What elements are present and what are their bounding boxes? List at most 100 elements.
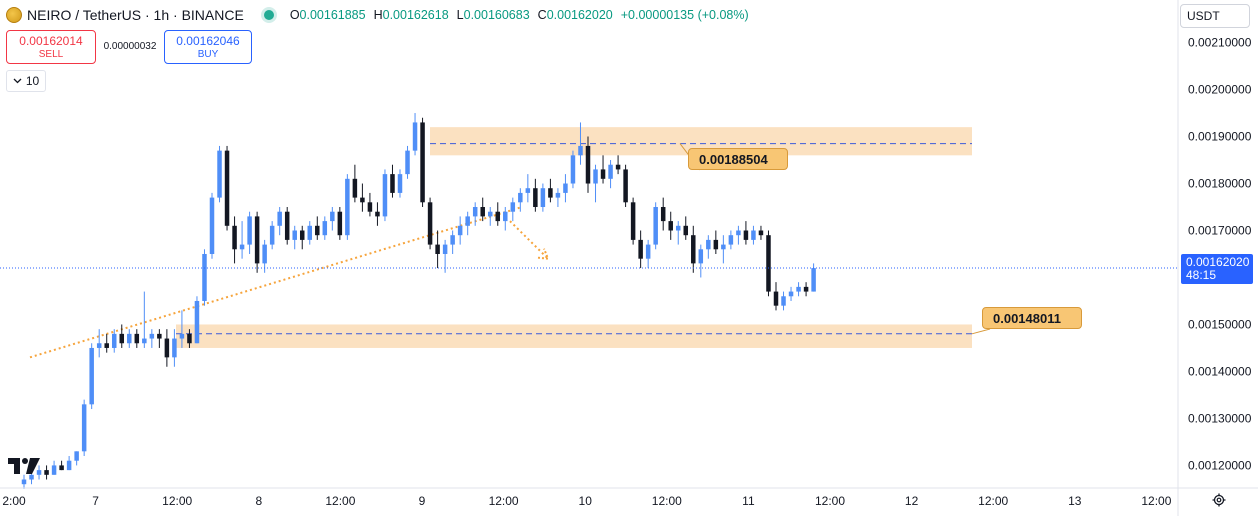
candle-body (487, 211, 493, 217)
candle-body (623, 169, 628, 203)
time-tick-label: 12:00 (815, 494, 845, 508)
candle-body (533, 188, 538, 208)
candle-body (781, 296, 786, 306)
zone-rect (176, 324, 972, 348)
currency-label: USDT (1187, 9, 1220, 23)
candle-body (337, 211, 343, 236)
candle-body (254, 216, 260, 264)
candle-body (773, 291, 779, 306)
price-axis[interactable]: 0.00220000 0.00210000 0.00200000 0.00190000… (1177, 0, 1252, 516)
candle-body (660, 207, 666, 222)
candle-body (728, 235, 734, 245)
candle-body (36, 470, 42, 475)
candle-body (269, 225, 275, 245)
candle-body (751, 230, 756, 240)
candle-body (322, 221, 328, 236)
sell-button[interactable]: 0.00162014 SELL (6, 30, 96, 64)
symbol-title[interactable]: NEIRO / TetherUS · 1h · BINANCE (27, 7, 244, 23)
candle-body (412, 122, 418, 151)
candle-body (405, 150, 410, 175)
candle-body (796, 286, 801, 292)
candle-body (81, 404, 87, 452)
time-tick-label: 12:00 (652, 494, 682, 508)
candle-body (390, 174, 395, 193)
candle-body (525, 188, 531, 193)
time-tick-label: 7 (92, 494, 99, 508)
time-tick-label: 9 (419, 494, 426, 508)
time-tick-label: 8 (255, 494, 262, 508)
candle-body (638, 239, 643, 259)
candle-body (608, 164, 613, 179)
time-tick-label: 10 (579, 494, 593, 508)
price-tick-label: 0.00210000 (1188, 36, 1252, 50)
candle-body (104, 343, 109, 348)
time-tick-label: 2:00 (2, 494, 26, 508)
candle-body (645, 244, 651, 259)
price-tick-label: 0.00130000 (1188, 411, 1252, 425)
candle-body (503, 211, 508, 222)
time-tick-label: 12 (905, 494, 919, 508)
candle-body (743, 230, 749, 240)
candle-body (495, 211, 501, 222)
candle-body (307, 225, 313, 240)
time-tick-label: 12:00 (489, 494, 519, 508)
time-axis[interactable]: 2:00 7 12:00 8 12:00 9 12:00 10 12:00 11 12:00 12 12… (0, 487, 1258, 508)
candle-body (442, 244, 448, 254)
coin-icon[interactable] (6, 7, 22, 23)
candle-body (593, 169, 598, 184)
candle-body (600, 169, 606, 179)
price-tick-label: 0.00200000 (1188, 83, 1252, 97)
candle-body (480, 207, 485, 217)
candle-body (330, 211, 335, 222)
candle-body (111, 333, 117, 348)
candle-body (465, 216, 470, 226)
time-tick-label: 12:00 (325, 494, 355, 508)
candle-body (179, 333, 185, 339)
candle-body (345, 178, 350, 236)
candle-body (382, 174, 388, 217)
candle-body (420, 122, 425, 203)
projection-arrow (509, 220, 549, 260)
buy-price: 0.00162046 (176, 34, 240, 48)
currency-select[interactable]: USDT (1180, 4, 1250, 28)
gear-icon[interactable] (1212, 493, 1226, 507)
open-value: 0.00161885 (299, 8, 366, 22)
candle-body (217, 150, 222, 198)
buy-button[interactable]: 0.00162046 BUY (164, 30, 252, 64)
price-tick-label: 0.00190000 (1188, 130, 1252, 144)
indicator-toggle[interactable]: 10 (6, 70, 46, 92)
high-value: 0.00162618 (382, 8, 449, 22)
candle-body (59, 465, 64, 471)
candle-body (292, 230, 297, 240)
tradingview-logo-icon[interactable] (8, 456, 42, 476)
lower-zone-callout[interactable]: 0.00148011 (982, 307, 1082, 329)
candle-body (66, 460, 72, 471)
candle-body (299, 230, 305, 240)
candle-body (653, 207, 658, 245)
candle-body (284, 211, 290, 240)
candle-body (209, 197, 215, 254)
trendline (29, 206, 523, 359)
candle-body (172, 338, 177, 358)
upper-zone-callout[interactable]: 0.00188504 (688, 148, 788, 170)
close-value: 0.00162020 (546, 8, 613, 22)
candle-body (615, 164, 621, 170)
candle-body (367, 202, 373, 212)
last-price-label: 0.00162020 48:15 (1181, 253, 1253, 284)
candle-body (51, 465, 57, 475)
time-tick-label: 11 (742, 494, 755, 508)
supply-demand-zones (176, 127, 991, 348)
candle-body (578, 145, 583, 156)
candle-body (713, 239, 719, 250)
candle-body (21, 479, 27, 485)
candle-body (472, 207, 478, 217)
time-tick-label: 12:00 (1141, 494, 1171, 508)
market-open-icon (263, 10, 274, 20)
change-value: +0.00000135 (+0.08%) (620, 8, 749, 22)
candle-body (811, 268, 816, 292)
candle-body (194, 300, 200, 344)
candle-body (142, 338, 147, 344)
ohlc-legend: O 0.00161885 H 0.00162618 L 0.00160683 C 0.0… (290, 8, 749, 22)
last-price-value: 0.00162020 (1186, 254, 1250, 269)
